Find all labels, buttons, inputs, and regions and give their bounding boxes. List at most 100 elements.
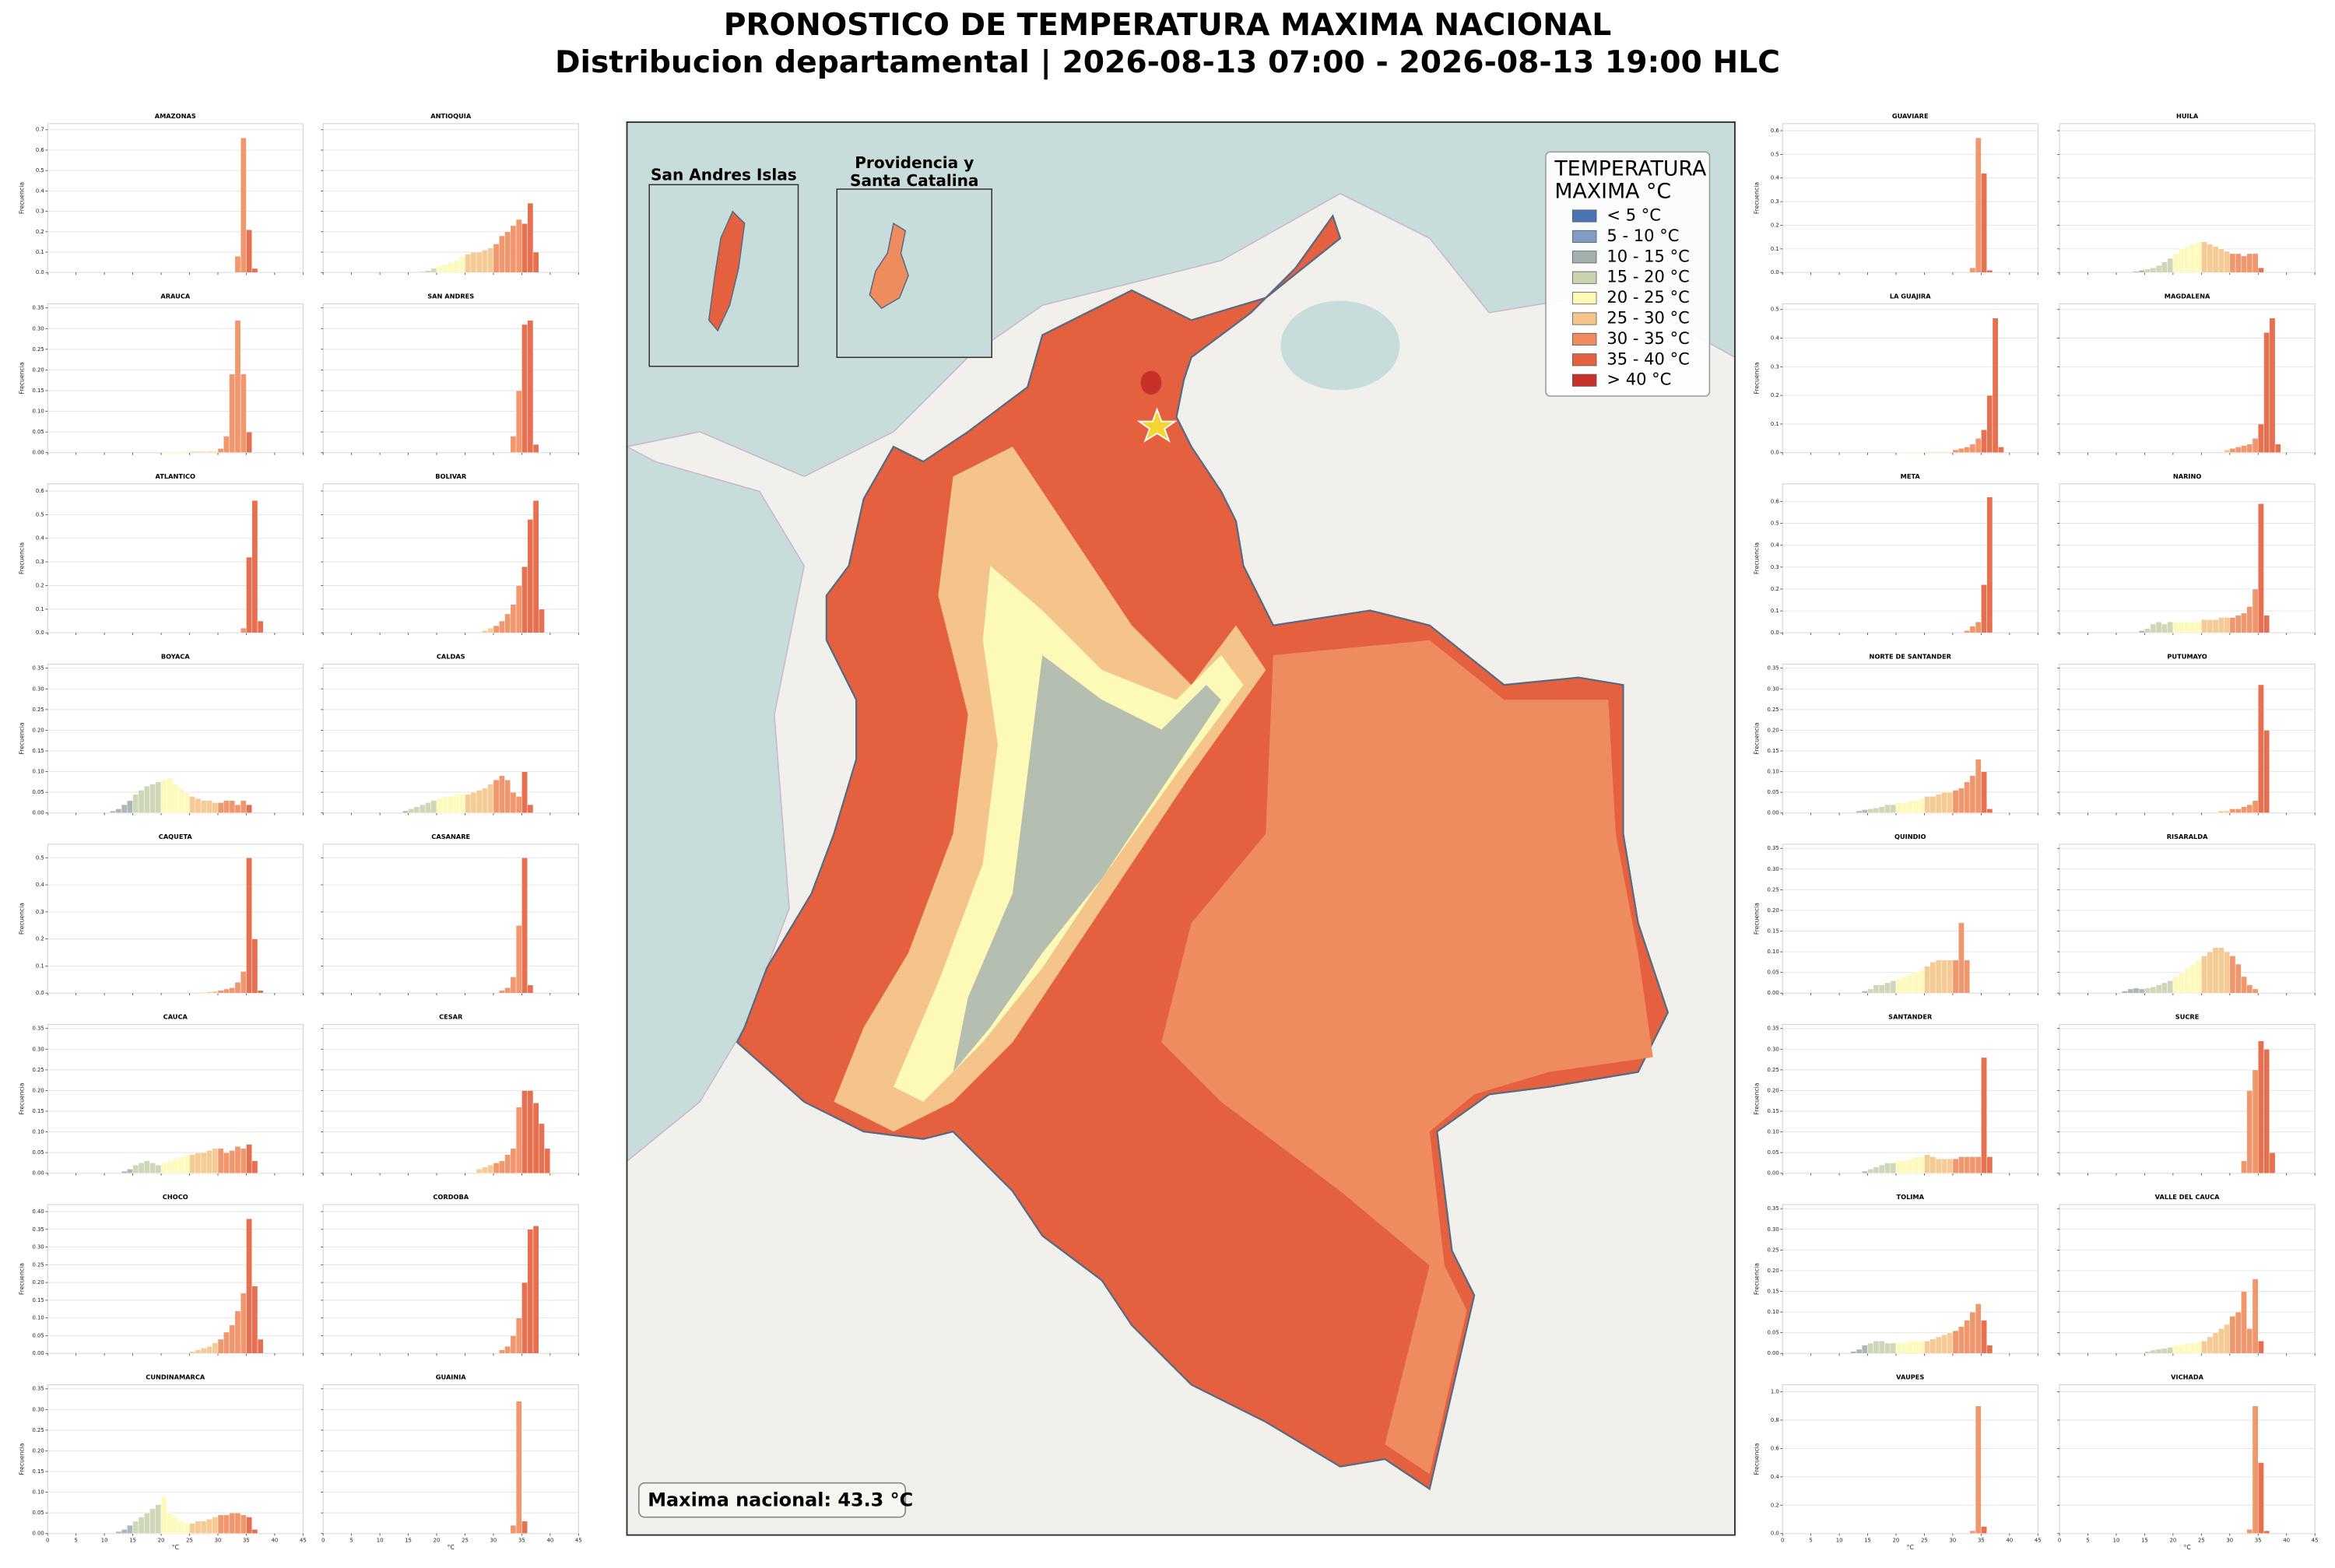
histogram-panel: 0.0 0.2 0.4 0.6 0.8 1.0 0 5 10 15 20 25 30 35 40 45 VAUP… (1754, 1373, 2042, 1551)
y-tick-label: 0.4 (1771, 542, 1779, 549)
bar (183, 1523, 190, 1534)
bar (177, 1521, 184, 1534)
bar (515, 585, 522, 633)
bar (1924, 796, 1931, 813)
bar (212, 802, 219, 813)
hot-spot (1140, 370, 1162, 395)
bar (115, 809, 122, 813)
bar (167, 451, 173, 453)
y-tick-label: 0.05 (33, 1332, 44, 1338)
bar (2241, 1291, 2247, 1354)
y-tick-label: 0.00 (33, 810, 44, 816)
legend-label: 35 - 40 °C (1606, 349, 1689, 368)
histogram-panel: SUCRE (2057, 1012, 2316, 1176)
bar (532, 500, 539, 633)
bar (419, 804, 426, 813)
bar (229, 1150, 236, 1173)
bar (2246, 606, 2253, 633)
bar (234, 1512, 241, 1534)
bar (206, 1345, 212, 1354)
annotation-box (637, 1482, 907, 1518)
bar (504, 613, 511, 633)
bar (2150, 1349, 2157, 1354)
plot-area (2059, 1204, 2316, 1354)
bar (2167, 258, 2174, 273)
bar (2161, 623, 2168, 633)
bar (448, 261, 455, 273)
panel-title: RISARALDA (2167, 833, 2208, 840)
panel-title: HUILA (2176, 112, 2199, 120)
bar (189, 1523, 196, 1534)
panel-title: VALLE DEL CAUCA (2155, 1193, 2220, 1201)
bar (2241, 612, 2247, 633)
bar (2263, 615, 2270, 633)
y-tick-label: 0.20 (1767, 1268, 1778, 1274)
bar (2224, 449, 2231, 453)
bar (246, 1144, 252, 1173)
y-tick-label: 0.15 (33, 1297, 44, 1303)
bar (493, 1163, 500, 1173)
y-tick-label: 0.0 (1771, 269, 1779, 275)
bar (1912, 1156, 1919, 1173)
bar (246, 858, 252, 994)
bar (521, 858, 528, 994)
bar (2207, 951, 2214, 994)
bar (2252, 1405, 2259, 1534)
bar (1873, 984, 1880, 994)
bar (539, 1123, 545, 1173)
bar (1975, 137, 1982, 273)
inset-label: Providencia y (855, 153, 974, 172)
bar (2144, 268, 2151, 273)
bar (1907, 451, 1914, 453)
histogram-panel: 0.00 0.05 0.10 0.15 0.20 0.25 0.30 0.35 0.40 CHOC… (19, 1193, 304, 1356)
bar (2195, 959, 2202, 994)
bar (498, 775, 505, 813)
y-tick-label: 0.6 (1771, 1445, 1779, 1451)
bar (1862, 1170, 1868, 1173)
bar (430, 268, 437, 273)
bar (155, 1504, 162, 1534)
panel-title: NARINO (2173, 472, 2202, 480)
bar (1975, 1303, 1982, 1354)
y-tick-label: 0.40 (33, 1208, 44, 1215)
bar (1878, 984, 1885, 994)
y-tick-label: 0.20 (1767, 727, 1778, 733)
x-axis-label: °C (1907, 1544, 1914, 1551)
bar (240, 627, 247, 633)
bar (1941, 791, 1947, 813)
bar (2246, 253, 2253, 273)
bar (223, 1152, 230, 1173)
bar (132, 1164, 139, 1173)
x-tick-label: 10 (1836, 1537, 1843, 1543)
bar (143, 1512, 150, 1534)
legend-label: 5 - 10 °C (1606, 226, 1679, 245)
bar (115, 1531, 122, 1534)
histogram-panel: 0.0 0.1 0.2 0.3 0.4 0.5 0.6 GUAVIARE Frecuencia (1754, 112, 2038, 275)
plot-area (47, 1204, 304, 1354)
panel-title: CASANARE (431, 833, 470, 840)
y-tick-label: 0.30 (1767, 1226, 1778, 1233)
bar (1981, 1057, 1987, 1173)
y-tick-label: 0.35 (33, 665, 44, 672)
bar (532, 1103, 539, 1173)
bar (257, 1338, 264, 1354)
bar (1969, 1156, 1976, 1173)
bar (223, 1514, 230, 1534)
bar (246, 556, 252, 633)
bar (2217, 947, 2224, 994)
bar (223, 800, 230, 813)
panel-title: VICHADA (2171, 1373, 2204, 1380)
histogram-panel: 0.0 0.1 0.2 0.3 0.4 0.5 LA GUAJIRA Frecuencia (1754, 292, 2038, 456)
y-axis-label: Frecuencia (1754, 1443, 1761, 1475)
y-axis-label: Frecuencia (1754, 903, 1761, 935)
bar (1929, 962, 1936, 994)
x-tick-label: 0 (46, 1537, 49, 1543)
y-tick-label: 0.35 (1767, 1205, 1778, 1212)
panel-title: BOYACA (161, 652, 191, 660)
bar (1901, 1160, 1908, 1173)
panel-title: META (1901, 472, 1921, 480)
panel-title: SAN ANDRES (427, 292, 474, 300)
bar (143, 1160, 150, 1173)
legend-swatch (1572, 251, 1597, 264)
bar (1873, 1166, 1880, 1173)
